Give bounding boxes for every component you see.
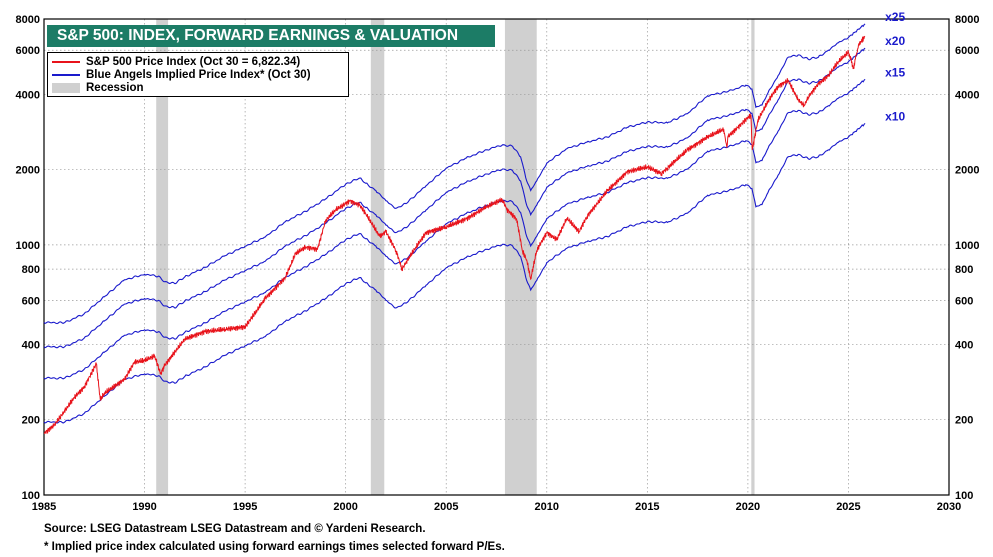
implied-line-x10 — [43, 122, 866, 424]
recession-band — [370, 19, 385, 495]
recession-band — [751, 19, 755, 495]
legend-label-recession: Recession — [86, 82, 144, 94]
multiplier-labels: x25 x20 x15 x10 — [885, 10, 905, 124]
x-tick-label: 2015 — [635, 501, 659, 513]
y-tick-label-right: 1000 — [955, 240, 979, 252]
legend-swatch-recession — [52, 83, 80, 93]
sp500-line — [43, 35, 866, 435]
y-tick-label-right: 4000 — [955, 89, 979, 101]
x-tick-label: 1995 — [233, 501, 257, 513]
legend-label-sp500: S&P 500 Price Index (Oct 30 = 6,822.34) — [86, 56, 301, 68]
x-tick-label: 1990 — [132, 501, 156, 513]
y-tick-label-left: 600 — [22, 295, 40, 307]
legend: S&P 500 Price Index (Oct 30 = 6,822.34) … — [47, 52, 349, 97]
y-tick-label-right: 200 — [955, 415, 973, 427]
source-note: Source: LSEG Datastream LSEG Datastream … — [44, 523, 426, 535]
implied-line-x20 — [43, 47, 866, 349]
y-tick-label-right: 100 — [955, 490, 973, 502]
y-tick-label-right: 6000 — [955, 45, 979, 57]
y-tick-label-right: 800 — [955, 264, 973, 276]
legend-label-implied: Blue Angels Implied Price Index* (Oct 30… — [86, 69, 311, 81]
implied-footnote: * Implied price index calculated using f… — [44, 541, 505, 553]
implied-line-x15 — [43, 78, 866, 380]
recession-bands — [156, 19, 755, 495]
chart-title: S&P 500: INDEX, FORWARD EARNINGS & VALUA… — [47, 25, 495, 47]
multiplier-label-x20: x20 — [885, 34, 905, 48]
y-tick-label-left: 8000 — [16, 14, 40, 26]
recession-band — [156, 19, 169, 495]
y-tick-label-left: 1000 — [16, 240, 40, 252]
multiplier-label-x25: x25 — [885, 10, 905, 24]
y-tick-label-left: 6000 — [16, 45, 40, 57]
x-tick-label: 2030 — [937, 501, 961, 513]
y-tick-label-right: 400 — [955, 339, 973, 351]
x-tick-label: 2010 — [535, 501, 559, 513]
plot-frame — [43, 18, 950, 496]
x-tick-label: 2020 — [736, 501, 760, 513]
x-tick-label: 2025 — [836, 501, 860, 513]
y-tick-label-left: 4000 — [16, 89, 40, 101]
legend-swatch-implied — [52, 74, 80, 76]
y-tick-label-right: 600 — [955, 295, 973, 307]
x-tick-label: 1985 — [32, 501, 56, 513]
x-tick-label: 2000 — [333, 501, 357, 513]
legend-swatch-sp500 — [52, 61, 80, 63]
y-tick-label-left: 400 — [22, 339, 40, 351]
multiplier-label-x15: x15 — [885, 65, 905, 79]
multiplier-label-x10: x10 — [885, 109, 905, 123]
y-tick-label-right: 8000 — [955, 14, 979, 26]
y-tick-label-left: 200 — [22, 415, 40, 427]
y-tick-label-left: 800 — [22, 264, 40, 276]
y-tick-label-left: 100 — [22, 490, 40, 502]
y-tick-label-right: 2000 — [955, 165, 979, 177]
axis-labels: 100 100 200 200 400 400 600 600 800 800 1000 1000 20… — [16, 14, 980, 513]
implied-line-x25 — [43, 23, 866, 325]
y-tick-label-left: 2000 — [16, 165, 40, 177]
series-layer — [43, 23, 866, 435]
x-tick-label: 2005 — [434, 501, 458, 513]
